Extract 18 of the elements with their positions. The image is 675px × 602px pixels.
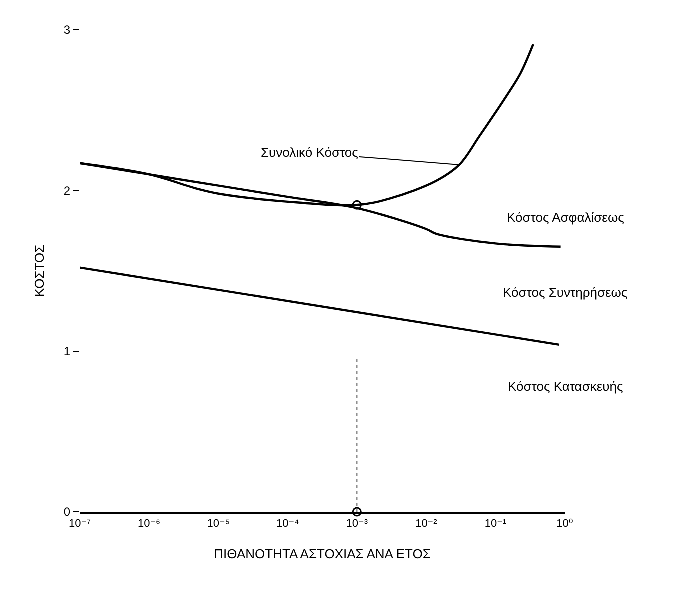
y-axis-title: ΚΟΣΤΟΣ: [32, 244, 47, 298]
x-tick-label: 10⁻³: [346, 518, 368, 530]
x-tick-label: 10⁰: [556, 518, 574, 530]
y-tick-label: 3: [64, 23, 71, 38]
x-tick-label: 10⁻⁷: [68, 518, 92, 530]
y-tick-label: 2: [64, 184, 71, 198]
x-tick-label: 10⁻²: [416, 518, 438, 530]
x-tick-label: 10⁻⁵: [207, 518, 230, 530]
x-axis-title: ΠΙΘΑΝΟΤΗΤΑ ΑΣΤΟΧΙΑΣ ΑΝΑ ΕΤΟΣ: [214, 546, 431, 562]
annotation: Συνολικό Κόστος: [261, 145, 358, 160]
annotation: Κόστος Ασφαλίσεως: [507, 210, 624, 225]
x-tick-label: 10⁻¹: [484, 518, 507, 530]
annotation: Κόστος Συντηρήσεως: [503, 285, 628, 300]
x-tick-label: 10⁻⁴: [276, 518, 300, 530]
y-tick-label: 1: [64, 344, 71, 359]
x-tick-label: 10⁻⁶: [138, 518, 161, 530]
y-tick-label: 0: [64, 505, 71, 520]
annotation: Κόστος Κατασκευής: [508, 379, 624, 394]
